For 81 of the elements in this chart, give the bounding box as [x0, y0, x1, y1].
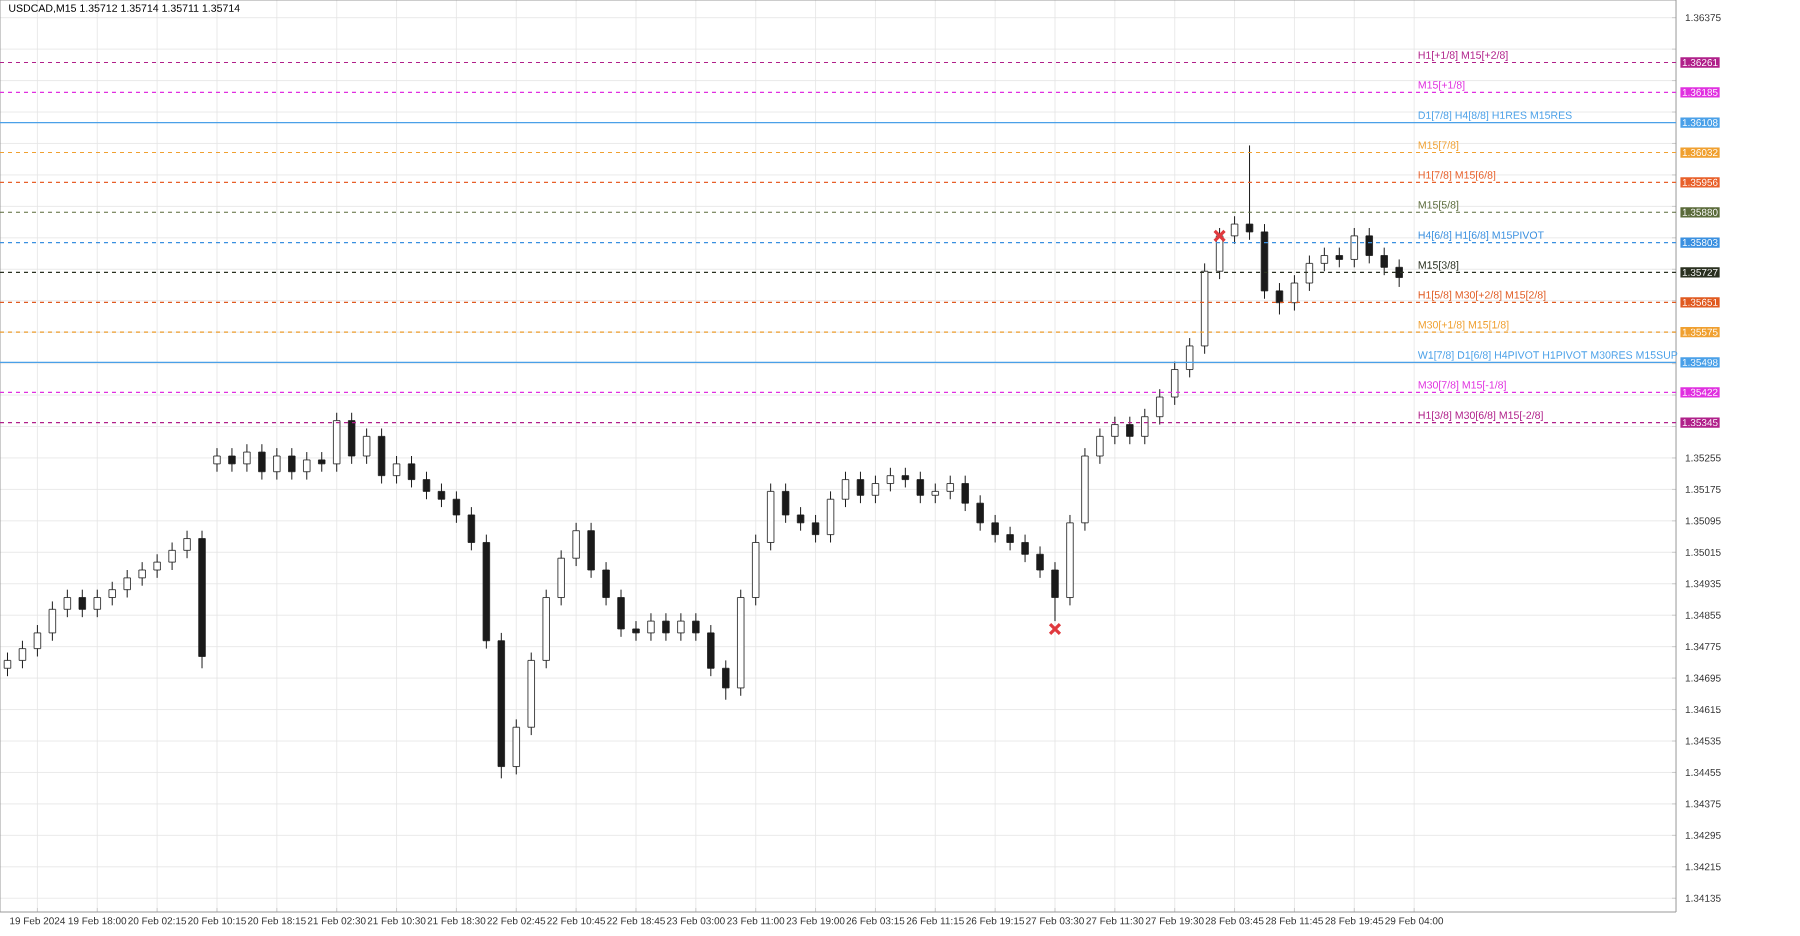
- candlestick: [811, 514, 820, 543]
- candlestick: [347, 412, 356, 465]
- candlestick: [1021, 534, 1029, 563]
- candlestick: [1006, 526, 1014, 551]
- candlestick: [632, 620, 640, 642]
- candlestick: [722, 659, 730, 701]
- candlestick: [901, 467, 910, 488]
- candlestick: [273, 447, 281, 481]
- candlestick: [1171, 361, 1179, 406]
- candlestick: [602, 561, 610, 606]
- candlestick: [1290, 274, 1299, 312]
- candlestick: [288, 447, 296, 481]
- candlestick: [1230, 215, 1239, 245]
- candlestick: [572, 522, 580, 567]
- candlestick: [1335, 247, 1344, 268]
- candlestick: [647, 612, 655, 642]
- candlestick: [512, 718, 520, 775]
- candlestick: [467, 506, 476, 551]
- candlestick: [991, 514, 999, 543]
- candlestick: [93, 589, 101, 618]
- candlestick: [931, 483, 939, 504]
- candlestick: [946, 475, 954, 500]
- candlestick: [18, 640, 27, 669]
- candlestick: [183, 530, 191, 559]
- candlestick: [362, 427, 371, 465]
- candlestick: [1096, 427, 1104, 465]
- candlestick: [1156, 388, 1164, 426]
- candlestick: [976, 494, 984, 532]
- candlestick: [826, 490, 835, 543]
- candlestick: [1305, 255, 1314, 292]
- candlestick: [407, 455, 416, 488]
- candlestick: [707, 624, 715, 677]
- candlestick: [1245, 144, 1254, 241]
- candlestick: [213, 447, 221, 473]
- candlestick: [422, 471, 431, 500]
- candlestick: [318, 451, 326, 473]
- candlestick: [1036, 545, 1044, 579]
- candlestick: [1365, 227, 1373, 264]
- candlestick: [138, 561, 146, 587]
- candlestick: [33, 624, 42, 657]
- candlestick: [1320, 247, 1329, 272]
- candlestick: [871, 475, 880, 504]
- candlestick: [1275, 282, 1284, 315]
- candlestick: [452, 490, 461, 524]
- candlestick: [1051, 561, 1059, 622]
- candlestick: [692, 612, 700, 642]
- candlestick: [3, 652, 12, 677]
- candlestick: [841, 471, 850, 508]
- candlestick: [662, 612, 670, 642]
- candlestick: [168, 541, 176, 571]
- candlestick: [48, 600, 57, 642]
- candlestick: [1380, 247, 1388, 276]
- candlestick: [557, 549, 565, 606]
- candlestick: [392, 455, 401, 485]
- candlestick: [617, 589, 625, 638]
- candlestick: [377, 427, 386, 485]
- candlestick: [108, 581, 116, 606]
- candlestick: [258, 443, 266, 481]
- candlestick: [228, 447, 236, 473]
- candlestick: [677, 612, 685, 642]
- candlestick: [1111, 416, 1119, 445]
- candlestick: [916, 471, 925, 504]
- candlestick: [303, 451, 311, 481]
- candlestick: [333, 412, 341, 473]
- candlestick: [856, 471, 865, 504]
- candlestick: [1185, 337, 1194, 378]
- candlestick: [153, 553, 161, 579]
- candlestick: [961, 475, 969, 512]
- candlestick: [123, 569, 131, 599]
- candlestick: [243, 443, 251, 473]
- candlestick: [1141, 408, 1149, 445]
- candlestick: [587, 522, 595, 579]
- candlestick: [1350, 227, 1358, 268]
- candlestick: [78, 589, 86, 618]
- candlestick: [886, 467, 895, 492]
- candlestick: [1395, 258, 1403, 288]
- candlestick: [796, 506, 805, 532]
- candlestick: [781, 483, 790, 524]
- candlestick: [63, 589, 72, 618]
- candlestick: [437, 483, 446, 508]
- candlestick: [1126, 416, 1134, 445]
